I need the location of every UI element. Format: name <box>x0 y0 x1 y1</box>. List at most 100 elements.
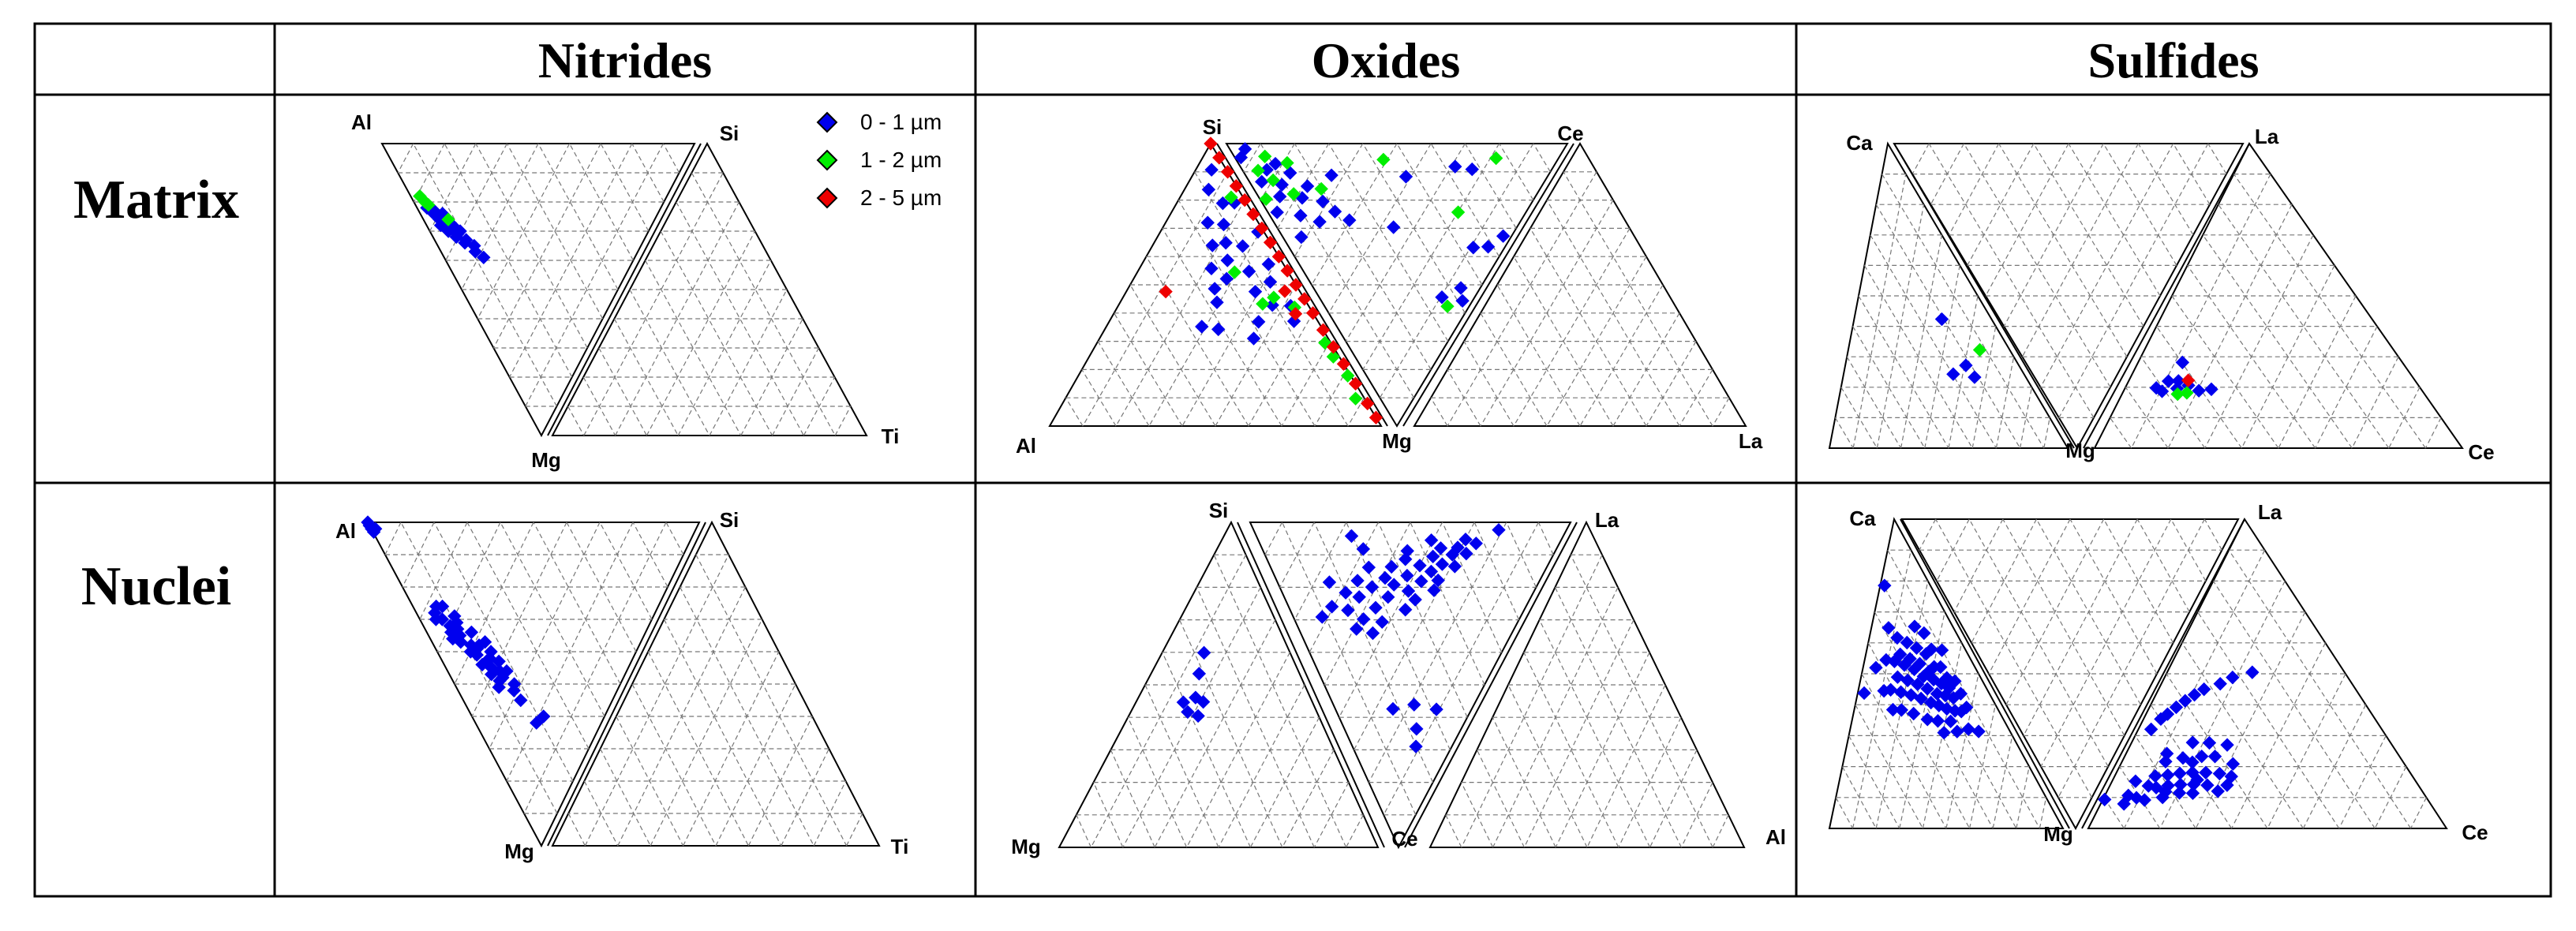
matrix-oxides-triangle-0-gridline <box>1194 171 1349 427</box>
nuclei-sulfides-triangle-0-gridline <box>1992 735 2013 829</box>
matrix-oxides-vertex-Si: Si <box>1203 115 1222 139</box>
matrix-sulfides-vertex-Ca: Ca <box>1846 131 1873 155</box>
matrix-oxides-point-1-2 <box>1340 368 1355 383</box>
matrix-nitrides-triangle-0-gridline <box>444 143 573 378</box>
matrix-oxides-point-0-28 <box>1260 163 1274 177</box>
matrix-sulfides-triangle-1-gridline <box>1985 143 2069 297</box>
ternary-panel-matrix-nitrides: Al Si Mg Ti <box>351 110 899 472</box>
nuclei-sulfides-point-0-26 <box>2212 766 2227 781</box>
matrix-oxides-point-2-5 <box>1246 207 1260 222</box>
nuclei-oxides-triangle-2-gridline <box>1492 716 1556 848</box>
nuclei-nitrides-triangle-0-gridline <box>384 522 402 555</box>
nuclei-sulfides-triangle-1-gridline <box>2069 518 2158 675</box>
nuclei-oxides-triangle-2-gridline <box>1586 684 1666 848</box>
matrix-sulfides-vertex-Ce: Ce <box>2468 440 2494 464</box>
matrix-nitrides-triangle-0-gridline <box>525 143 664 407</box>
matrix-nitrides-triangle-0-gridline <box>509 143 633 378</box>
matrix-sulfides-vertex-Mg: Mg <box>2065 439 2095 462</box>
nuclei-oxides-triangle-0-gridline <box>1213 554 1347 848</box>
nuclei-oxides-vertex-Al: Al <box>1765 825 1786 849</box>
legend: 0 - 1 µm 1 - 2 µm 2 - 5 µm <box>816 110 942 210</box>
matrix-nitrides-triangle-0-gridline <box>600 143 650 232</box>
nuclei-oxides-point-0-10 <box>1433 541 1448 555</box>
matrix-oxides-vertex-Al: Al <box>1016 434 1036 458</box>
nuclei-sulfides-point-1-20 <box>1916 669 1930 684</box>
nuclei-sulfides-edge-double <box>1900 518 2070 829</box>
matrix-oxides-point-1-16 <box>1376 152 1391 167</box>
matrix-oxides-triangle-2-gridline <box>1546 256 1647 427</box>
matrix-oxides-point-2-15 <box>1336 357 1351 371</box>
matrix-oxides-point-2-13 <box>1316 323 1331 337</box>
nuclei-oxides-triangle-0-gridline <box>1179 619 1283 848</box>
nuclei-oxides-point-0-1 <box>1181 705 1195 720</box>
nuclei-sulfides-triangle-0-gridline <box>1861 673 1947 829</box>
nuclei-nitrides-triangle-1-gridline <box>695 554 848 847</box>
nuclei-nitrides-triangle-1-gridline <box>600 748 651 847</box>
matrix-oxides-point-0-9 <box>1219 271 1234 286</box>
matrix-oxides-triangle-0-gridline <box>1248 312 1314 427</box>
matrix-sulfides-point-0-5 <box>2155 384 2170 398</box>
nuclei-sulfides-triangle-1-gridline <box>1935 518 2093 798</box>
nuclei-oxides-triangle-0-gridline <box>1127 716 1188 848</box>
nuclei-sulfides-point-0-44 <box>2220 738 2234 752</box>
matrix-oxides-point-0-32 <box>1283 166 1297 180</box>
nuclei-sulfides-point-1-45 <box>1879 652 1893 667</box>
nuclei-oxides-vertex-Mg: Mg <box>1011 835 1041 858</box>
matrix-sulfides-triangle-2-gridline <box>2315 326 2378 449</box>
matrix-oxides-point-0-4 <box>1216 217 1231 232</box>
matrix-oxides-triangle-1-gridline <box>1260 143 1295 200</box>
matrix-sulfides-triangle-2-gridline <box>2140 356 2206 449</box>
nuclei-sulfides-point-0-23 <box>2200 778 2215 792</box>
matrix-oxides-point-0-36 <box>1270 205 1284 219</box>
nuclei-oxides-triangle-0-gridline <box>1282 750 1335 848</box>
ternary-panel-matrix-oxides: Si Ce Al Mg La <box>1016 115 1763 458</box>
nuclei-nitrides-triangle-0-gridline <box>471 522 567 717</box>
matrix-oxides-point-0-31 <box>1275 178 1290 192</box>
nuclei-oxides-triangle-2-gridline <box>1445 814 1462 848</box>
nuclei-oxides-point-0-18 <box>1401 584 1416 598</box>
nuclei-oxides-triangle-0-gridline <box>1162 652 1251 848</box>
nuclei-sulfides-vertex-Ca: Ca <box>1849 507 1876 530</box>
matrix-nitrides-vertex-Si: Si <box>720 122 739 145</box>
nuclei-nitrides-triangle-0-gridline <box>489 522 601 750</box>
nuclei-sulfides-point-0-6 <box>2187 687 2202 702</box>
matrix-oxides-point-0-44 <box>1386 220 1401 234</box>
matrix-nitrides-triangle-1-gridline <box>709 289 788 436</box>
matrix-oxides-point-0-10 <box>1235 239 1250 253</box>
nuclei-sulfides-point-1-31 <box>1900 635 1914 650</box>
nuclei-oxides-triangle-0-gridline <box>1110 750 1155 848</box>
matrix-sulfides-triangle-0-gridline <box>1858 295 1949 449</box>
matrix-oxides-triangle-2-gridline <box>1447 369 1481 427</box>
matrix-oxides-point-2-7 <box>1263 235 1278 250</box>
nuclei-sulfides-triangle-2-gridline <box>2195 611 2306 829</box>
nuclei-oxides-triangle-1-gridline <box>1324 522 1411 686</box>
matrix-oxides-triangle-2-gridline <box>1546 200 1680 427</box>
nuclei-oxides-triangle-0-gridline <box>1076 814 1091 848</box>
matrix-oxides-point-1-10 <box>1266 173 1280 188</box>
nuclei-sulfides-point-1-40 <box>1906 706 1921 721</box>
nuclei-sulfides-point-1-12 <box>1930 686 1945 701</box>
matrix-oxides-point-0-49 <box>1481 240 1496 254</box>
nuclei-sulfides-point-0-31 <box>2202 735 2217 750</box>
nuclei-nitrides-point-0-30 <box>484 645 498 659</box>
nuclei-oxides-triangle-1-gridline <box>1506 522 1537 588</box>
nuclei-sulfides-triangle-2-gridline <box>2119 766 2161 829</box>
matrix-sulfides-vertex-La: La <box>2255 125 2279 148</box>
nuclei-oxides-point-0-45 <box>1427 583 1441 597</box>
matrix-oxides-point-1-6 <box>1256 297 1270 311</box>
matrix-oxides-point-0-7 <box>1205 238 1219 252</box>
matrix-sulfides-triangle-2-gridline <box>2351 356 2399 449</box>
nuclei-sulfides-vertex-Ce: Ce <box>2462 821 2488 844</box>
matrix-oxides-point-0-52 <box>1448 159 1462 174</box>
nuclei-oxides-triangle-2-gridline <box>1680 782 1713 848</box>
matrix-sulfides-triangle-2-gridline <box>2388 387 2421 449</box>
nuclei-sulfides-point-1-14 <box>1923 695 1938 710</box>
nuclei-sulfides-point-1-19 <box>1914 691 1928 706</box>
legend-marker-blue <box>816 111 838 133</box>
matrix-oxides-triangle-0-gridline <box>1281 341 1331 427</box>
matrix-sulfides-point-0-10 <box>2192 383 2206 398</box>
nuclei-sulfides-point-1-43 <box>1924 642 1938 656</box>
nuclei-sulfides-point-1-54 <box>1857 686 1871 701</box>
matrix-oxides-point-0-38 <box>1327 204 1342 219</box>
matrix-nitrides-triangle-1-gridline <box>615 201 739 436</box>
